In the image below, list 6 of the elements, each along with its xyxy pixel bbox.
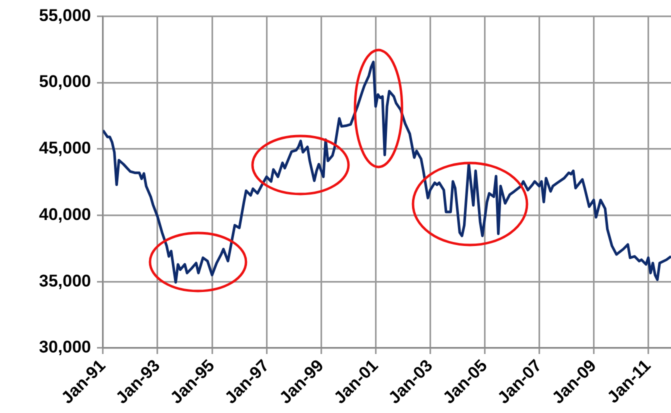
y-tick-label: 35,000 [39, 271, 91, 290]
y-tick-label: 40,000 [39, 204, 91, 224]
y-tick-label: 50,000 [39, 72, 91, 92]
y-tick-label: 30,000 [39, 338, 91, 357]
y-tick-label: 45,000 [39, 138, 91, 158]
y-tick-label: 55,000 [39, 6, 91, 25]
